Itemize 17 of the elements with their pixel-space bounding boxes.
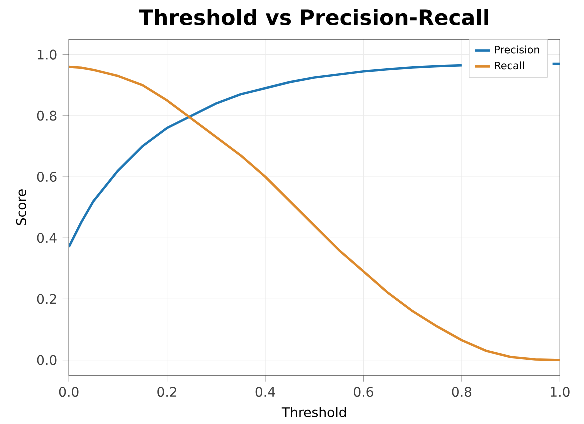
y-tick-label: 0.6 [37,172,57,182]
x-axis-title: Threshold [282,406,346,418]
y-tick-label: 0.8 [37,110,57,121]
y-axis-title: Score [16,189,26,226]
chart-title: Threshold vs Precision-Recall [139,8,488,26]
legend-label: Precision [495,46,540,54]
x-tick-label: 1.0 [551,386,570,397]
x-tick-label: 0.6 [354,386,374,397]
legend-label: Recall [495,61,524,70]
x-tick-label: 0.4 [256,386,276,397]
x-tick-label: 0.2 [158,386,177,397]
y-tick-label: 0.4 [37,232,57,243]
x-tick-label: 0.8 [452,386,472,397]
y-tick-label: 0.0 [37,355,57,366]
x-tick-label: 0.0 [59,386,79,397]
y-tick-label: 1.0 [38,50,57,60]
y-tick-label: 0.2 [37,294,56,304]
